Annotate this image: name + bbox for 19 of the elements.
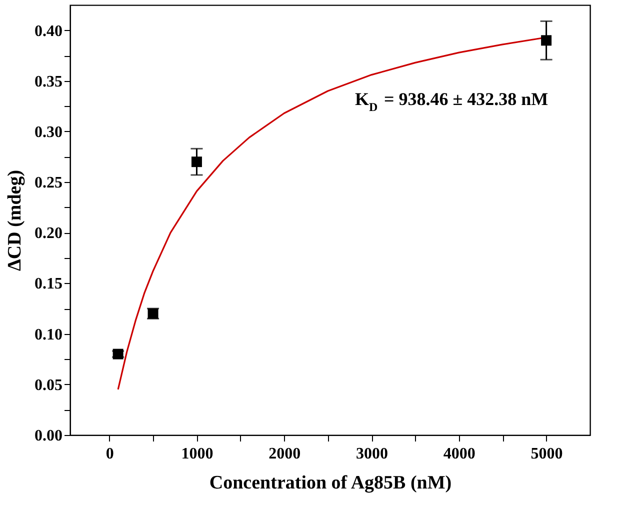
x-tick-label: 0 [106, 446, 114, 462]
point [191, 156, 202, 168]
point [541, 35, 552, 46]
y-tick-label: 0.25 [34, 174, 62, 192]
x-tick-label: 5000 [530, 446, 563, 462]
x-tick-label: 1000 [181, 446, 214, 462]
y-tick-label: 0.20 [34, 225, 62, 242]
x-tick-label: 2000 [268, 446, 301, 462]
y-tick-label: 0.30 [34, 124, 62, 141]
y-tick-label: 0.05 [34, 376, 62, 394]
y-tick-label: 0.10 [34, 326, 62, 344]
y-tick-label: 0.40 [34, 22, 62, 40]
x-tick-label: 4000 [443, 446, 476, 462]
y-tick-label: 0.35 [34, 73, 62, 90]
y-tick-label: 0.00 [34, 428, 62, 444]
y-tick-label: 0.15 [34, 276, 62, 293]
x-axis-title: Concentration of Ag85B (nM) [209, 472, 452, 494]
y-axis-title: ΔCD (mdeg) [4, 170, 26, 272]
x-tick-label: 3000 [356, 446, 388, 462]
